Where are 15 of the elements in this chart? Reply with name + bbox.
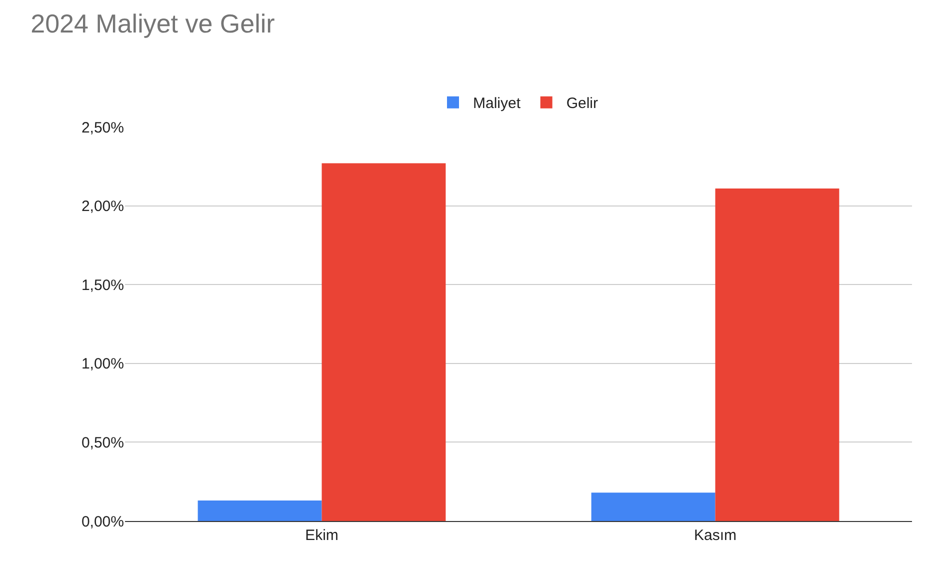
legend-label: Gelir	[566, 95, 598, 112]
bar	[591, 492, 716, 521]
y-tick-label: 0,00%	[81, 513, 124, 530]
chart-title: 2024 Maliyet ve Gelir	[30, 8, 276, 39]
y-tick-label: 1,50%	[81, 276, 124, 294]
x-tick-label: Ekim	[305, 527, 338, 544]
bar	[198, 500, 322, 521]
x-tick-label: Kasım	[694, 527, 737, 544]
y-tick-label: 1,00%	[81, 356, 124, 373]
bar	[715, 188, 840, 521]
bar	[322, 163, 446, 521]
y-tick-label: 2,00%	[81, 198, 124, 216]
y-tick-label: 0,50%	[81, 434, 124, 452]
y-tick-label: 2,50%	[81, 119, 124, 136]
legend-label: Maliyet	[473, 95, 522, 112]
